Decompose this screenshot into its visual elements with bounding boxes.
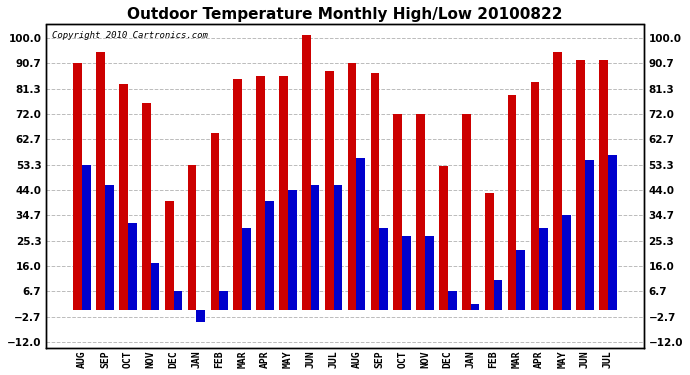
Bar (380, 228, 388, 310)
Bar (493, 280, 502, 310)
Bar (516, 250, 525, 310)
Bar (599, 60, 608, 310)
Bar (197, 310, 205, 322)
Bar (265, 201, 274, 310)
Bar (553, 52, 562, 310)
Bar (608, 155, 617, 310)
Bar (288, 190, 297, 310)
Bar (310, 185, 319, 310)
Bar (73, 63, 82, 310)
Bar (357, 158, 365, 310)
Bar (333, 185, 342, 310)
Bar (471, 304, 480, 310)
Bar (128, 223, 137, 310)
Bar (302, 35, 311, 310)
Bar (393, 114, 402, 310)
Bar (150, 264, 159, 310)
Bar (219, 291, 228, 310)
Bar (82, 165, 91, 310)
Bar (416, 114, 425, 310)
Title: Outdoor Temperature Monthly High/Low 20100822: Outdoor Temperature Monthly High/Low 201… (127, 7, 563, 22)
Bar (462, 114, 471, 310)
Bar (371, 74, 380, 310)
Bar (242, 228, 251, 310)
Bar (279, 76, 288, 310)
Bar (233, 79, 242, 310)
Bar (165, 201, 174, 310)
Bar (439, 166, 448, 310)
Bar (485, 193, 493, 310)
Bar (585, 160, 593, 310)
Bar (402, 236, 411, 310)
Bar (174, 291, 182, 310)
Bar (210, 133, 219, 310)
Bar (448, 291, 457, 310)
Bar (256, 76, 265, 310)
Bar (97, 52, 105, 310)
Bar (142, 103, 150, 310)
Bar (348, 63, 357, 310)
Bar (325, 70, 333, 310)
Bar (188, 165, 197, 310)
Bar (540, 228, 548, 310)
Bar (508, 95, 516, 310)
Bar (531, 81, 540, 310)
Bar (425, 236, 434, 310)
Bar (105, 185, 114, 310)
Bar (562, 214, 571, 310)
Bar (119, 84, 128, 310)
Text: Copyright 2010 Cartronics.com: Copyright 2010 Cartronics.com (52, 31, 208, 40)
Bar (576, 60, 585, 310)
